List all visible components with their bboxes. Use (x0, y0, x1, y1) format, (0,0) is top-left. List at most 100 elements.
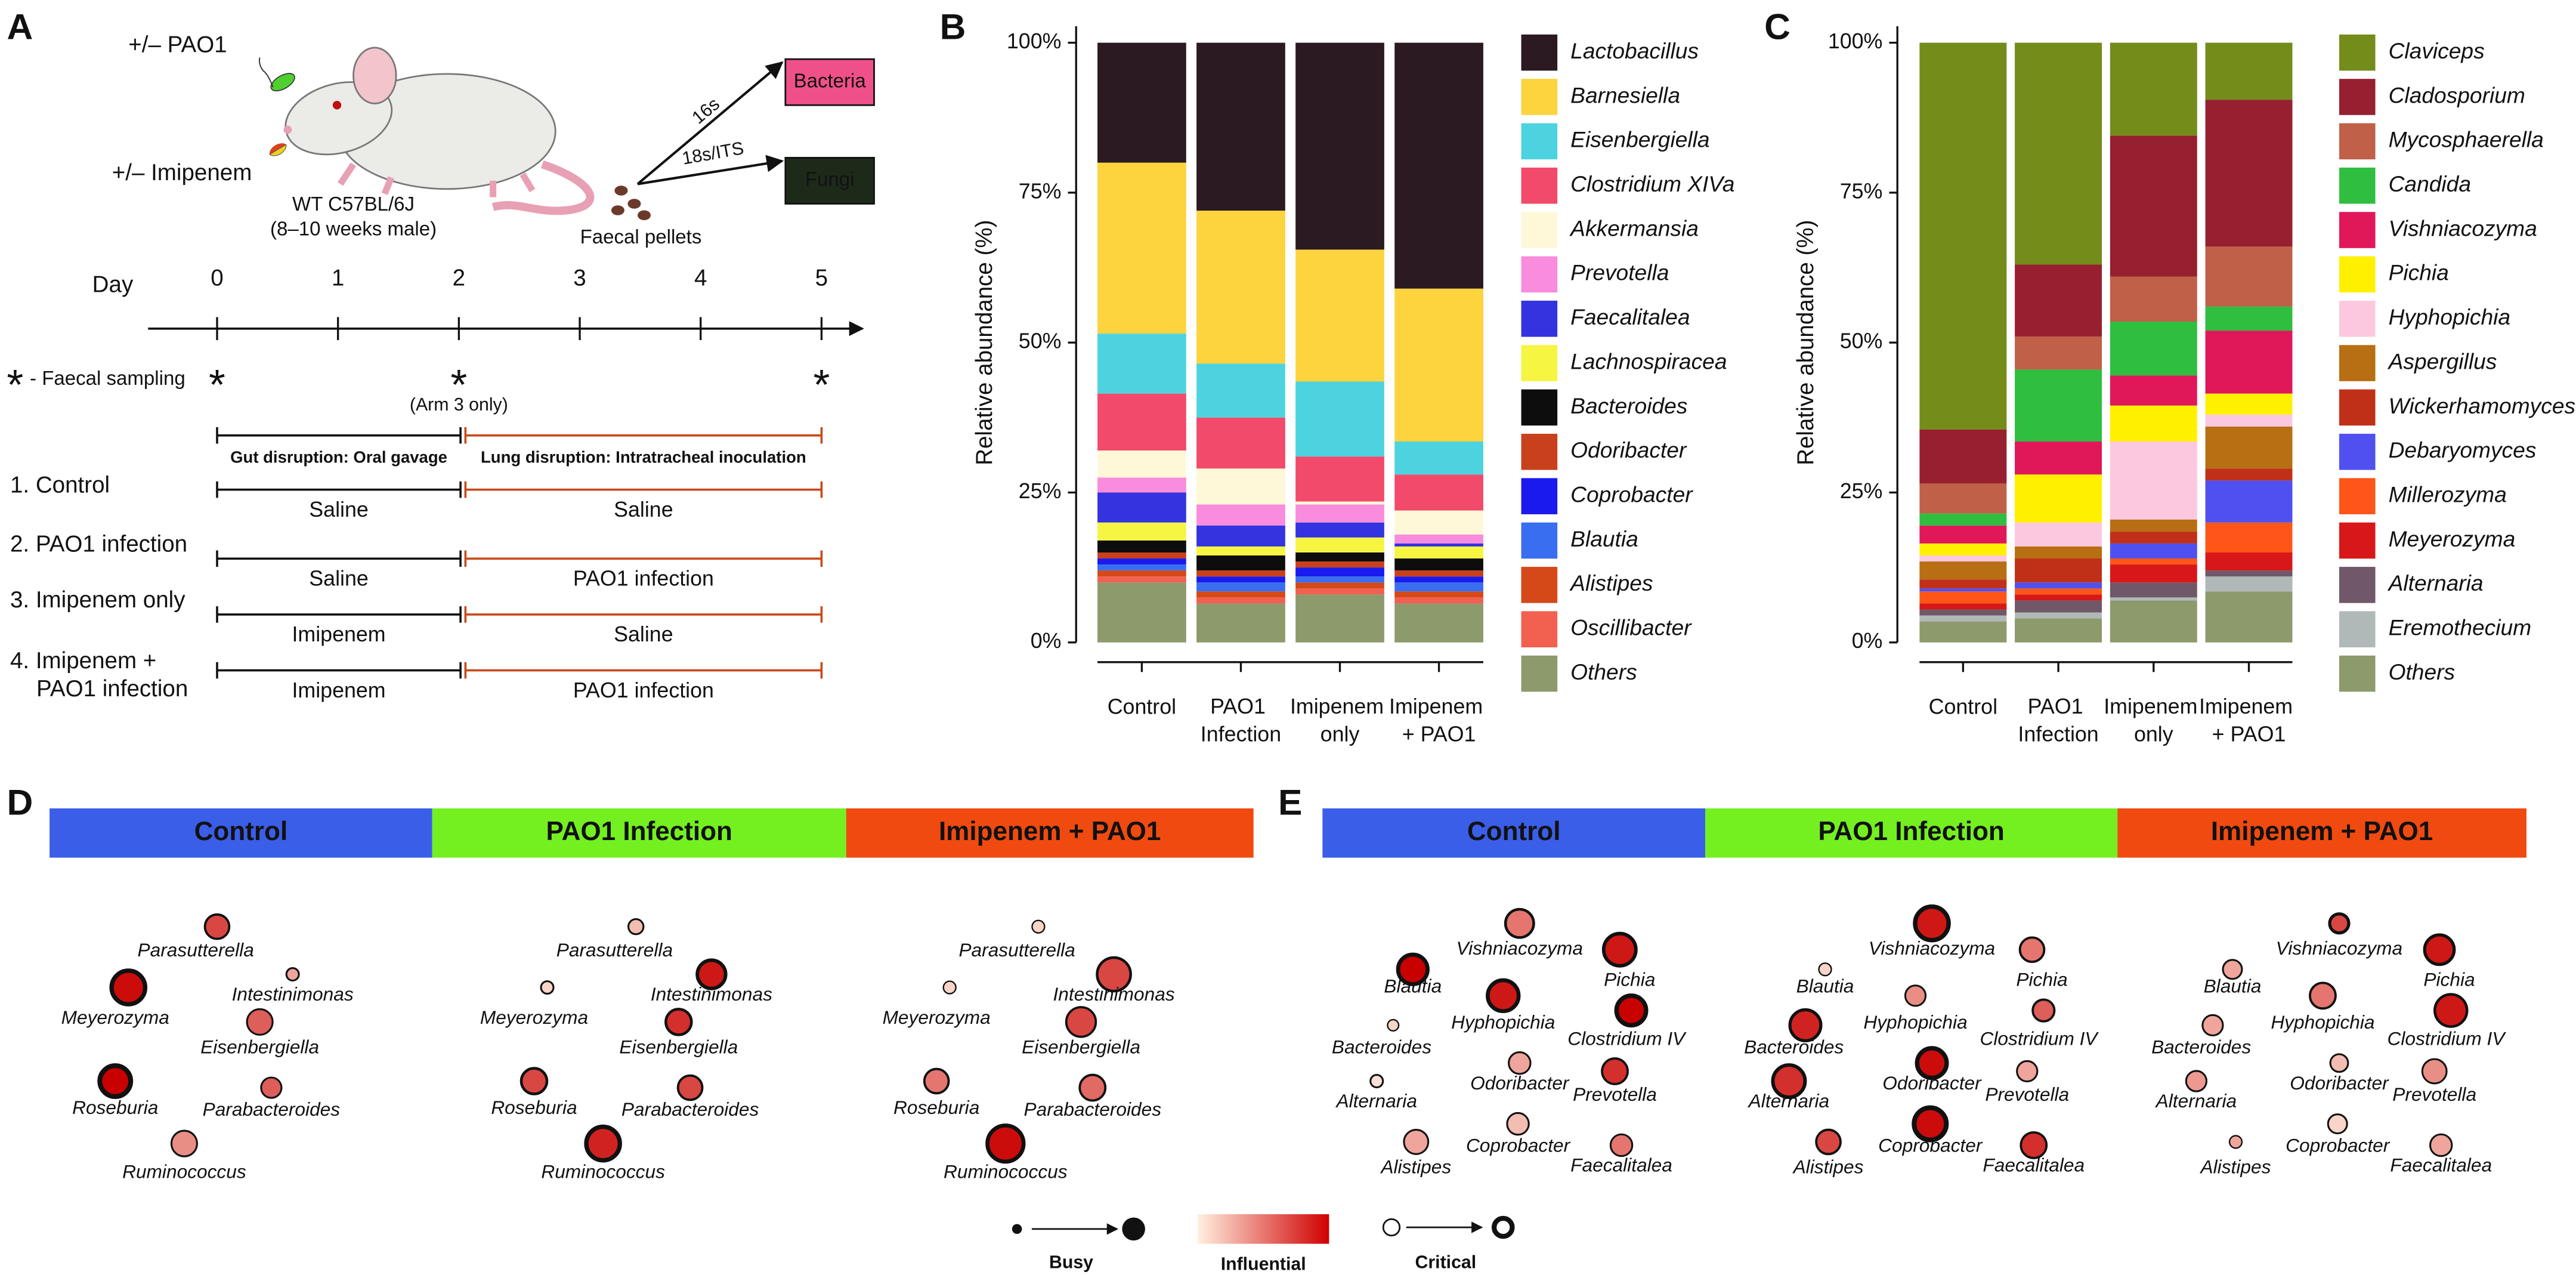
network-node (2329, 1053, 2349, 1073)
legend-label: Mycosphaerella (2389, 127, 2544, 152)
legend-swatch (2339, 434, 2376, 470)
bar-segment (2110, 375, 2197, 406)
bar-segment (2015, 264, 2102, 337)
node-label: Alistipes (1380, 1156, 1451, 1177)
legend-swatch (1521, 123, 1558, 160)
pellet (627, 199, 641, 209)
node-label: Odoribacter (1882, 1072, 1982, 1094)
node-label: Parasutterella (958, 939, 1075, 961)
bar-segment (1196, 582, 1285, 592)
group-header (432, 808, 846, 858)
arm-gut: Saline (309, 498, 369, 521)
network-node (1601, 1057, 1629, 1085)
bar-segment (2110, 276, 2197, 322)
x-tick-label: Imipenem only (2104, 694, 2203, 746)
legend-busy: Busy (1049, 1253, 1093, 1273)
network-node (664, 1008, 693, 1036)
y-axis-label: Relative abundance (%) (972, 220, 997, 465)
pellet (614, 186, 628, 196)
legend-label: Eremothecium (2389, 615, 2532, 640)
legend-swatch (2339, 567, 2376, 603)
arm-label: 3. Imipenem only (10, 587, 185, 613)
panel-label: B (940, 7, 966, 47)
bar-segment (2110, 564, 2197, 583)
network-node (2421, 1058, 2448, 1085)
bar-segment (1919, 609, 2007, 616)
bar-segment (2205, 468, 2293, 481)
legend-swatch (1521, 655, 1558, 692)
bar-segment (1196, 363, 1285, 418)
bar-segment (1196, 211, 1285, 364)
legend-swatch (1521, 212, 1558, 248)
legend-swatch (2339, 34, 2376, 71)
arrow (636, 61, 784, 186)
network-node (1609, 1133, 1634, 1157)
bar-segment (1919, 543, 2007, 556)
bar-segment (1919, 42, 2007, 430)
sampling-marker: * (7, 361, 23, 409)
bar-segment (1919, 429, 2007, 484)
legend-label: Alternaria (2388, 570, 2484, 595)
bar-segment (1196, 525, 1285, 547)
network-node (1396, 952, 1430, 986)
node-label: Odoribacter (1470, 1072, 1570, 1094)
panel-label: E (1278, 782, 1302, 822)
node-label: Ruminococcus (541, 1161, 665, 1183)
bar-segment (1196, 468, 1285, 505)
legend-label: Claviceps (2389, 38, 2485, 63)
gut-phase: Gut disruption: Oral gavage (230, 448, 447, 467)
bar-segment (2015, 522, 2102, 547)
panel-label: C (1764, 7, 1790, 47)
arm-label: 2. PAO1 infection (10, 531, 187, 557)
mouse-legs (337, 162, 536, 197)
network-node (1369, 1074, 1384, 1089)
legend-label: Odoribacter (1570, 437, 1687, 462)
node-label: Alternaria (1748, 1090, 1829, 1112)
bar-segment (1295, 501, 1384, 505)
node-label: Faecalitalea (2390, 1154, 2492, 1176)
arm-label: 1. Control (10, 472, 110, 498)
node-label: Roseburia (72, 1097, 158, 1118)
bar-segment (1196, 504, 1285, 526)
legend-swatch (1521, 345, 1558, 381)
node-label: Clostridium IV (1567, 1028, 1687, 1049)
group-name: Control (1467, 817, 1561, 846)
bar-segment (2015, 369, 2102, 442)
node-label: Meyerozyma (480, 1007, 588, 1028)
node-label: Pichia (2423, 968, 2475, 990)
pao1-label: +/– PAO1 (128, 32, 227, 57)
sampling-marker: * (209, 361, 225, 409)
bacteria-label: Bacteria (794, 70, 867, 92)
network-node (1065, 1006, 1097, 1038)
bar-segment (1919, 588, 2007, 592)
bar-segment (2110, 405, 2197, 442)
network-node (1915, 1046, 1949, 1080)
node-label: Intestinimonas (651, 983, 772, 1005)
legend-swatch (2339, 345, 2376, 381)
bar-segment (1394, 603, 1483, 643)
bar-segment (1295, 552, 1384, 562)
bar-segment (1394, 582, 1483, 592)
network-node (2031, 998, 2056, 1023)
network-node (1031, 919, 1046, 934)
network-node (1508, 1051, 1532, 1075)
node-label: Parabacteroides (203, 1098, 341, 1120)
legend-label: Others (1570, 659, 1637, 684)
day-number: 2 (453, 265, 465, 291)
bar-segment (2015, 546, 2102, 559)
network-node (170, 1129, 198, 1157)
node-label: Vishniacozyma (1869, 937, 1995, 959)
node-label: Bacteroides (1744, 1036, 1844, 1057)
bar-segment (2205, 414, 2293, 427)
bar-segment (1097, 492, 1186, 523)
bar-segment (1394, 570, 1483, 577)
bar-segment (1295, 588, 1384, 595)
node-label: Blautia (2204, 975, 2262, 996)
network-node (1818, 962, 1832, 977)
x-tick-label: PAO1 Infection (2018, 694, 2098, 746)
bar-segment (1295, 42, 1384, 250)
node-label: Meyerozyma (61, 1007, 169, 1028)
legend-label: Pichia (2389, 260, 2449, 285)
network-node (584, 1124, 622, 1163)
bar-segment (2110, 135, 2197, 277)
